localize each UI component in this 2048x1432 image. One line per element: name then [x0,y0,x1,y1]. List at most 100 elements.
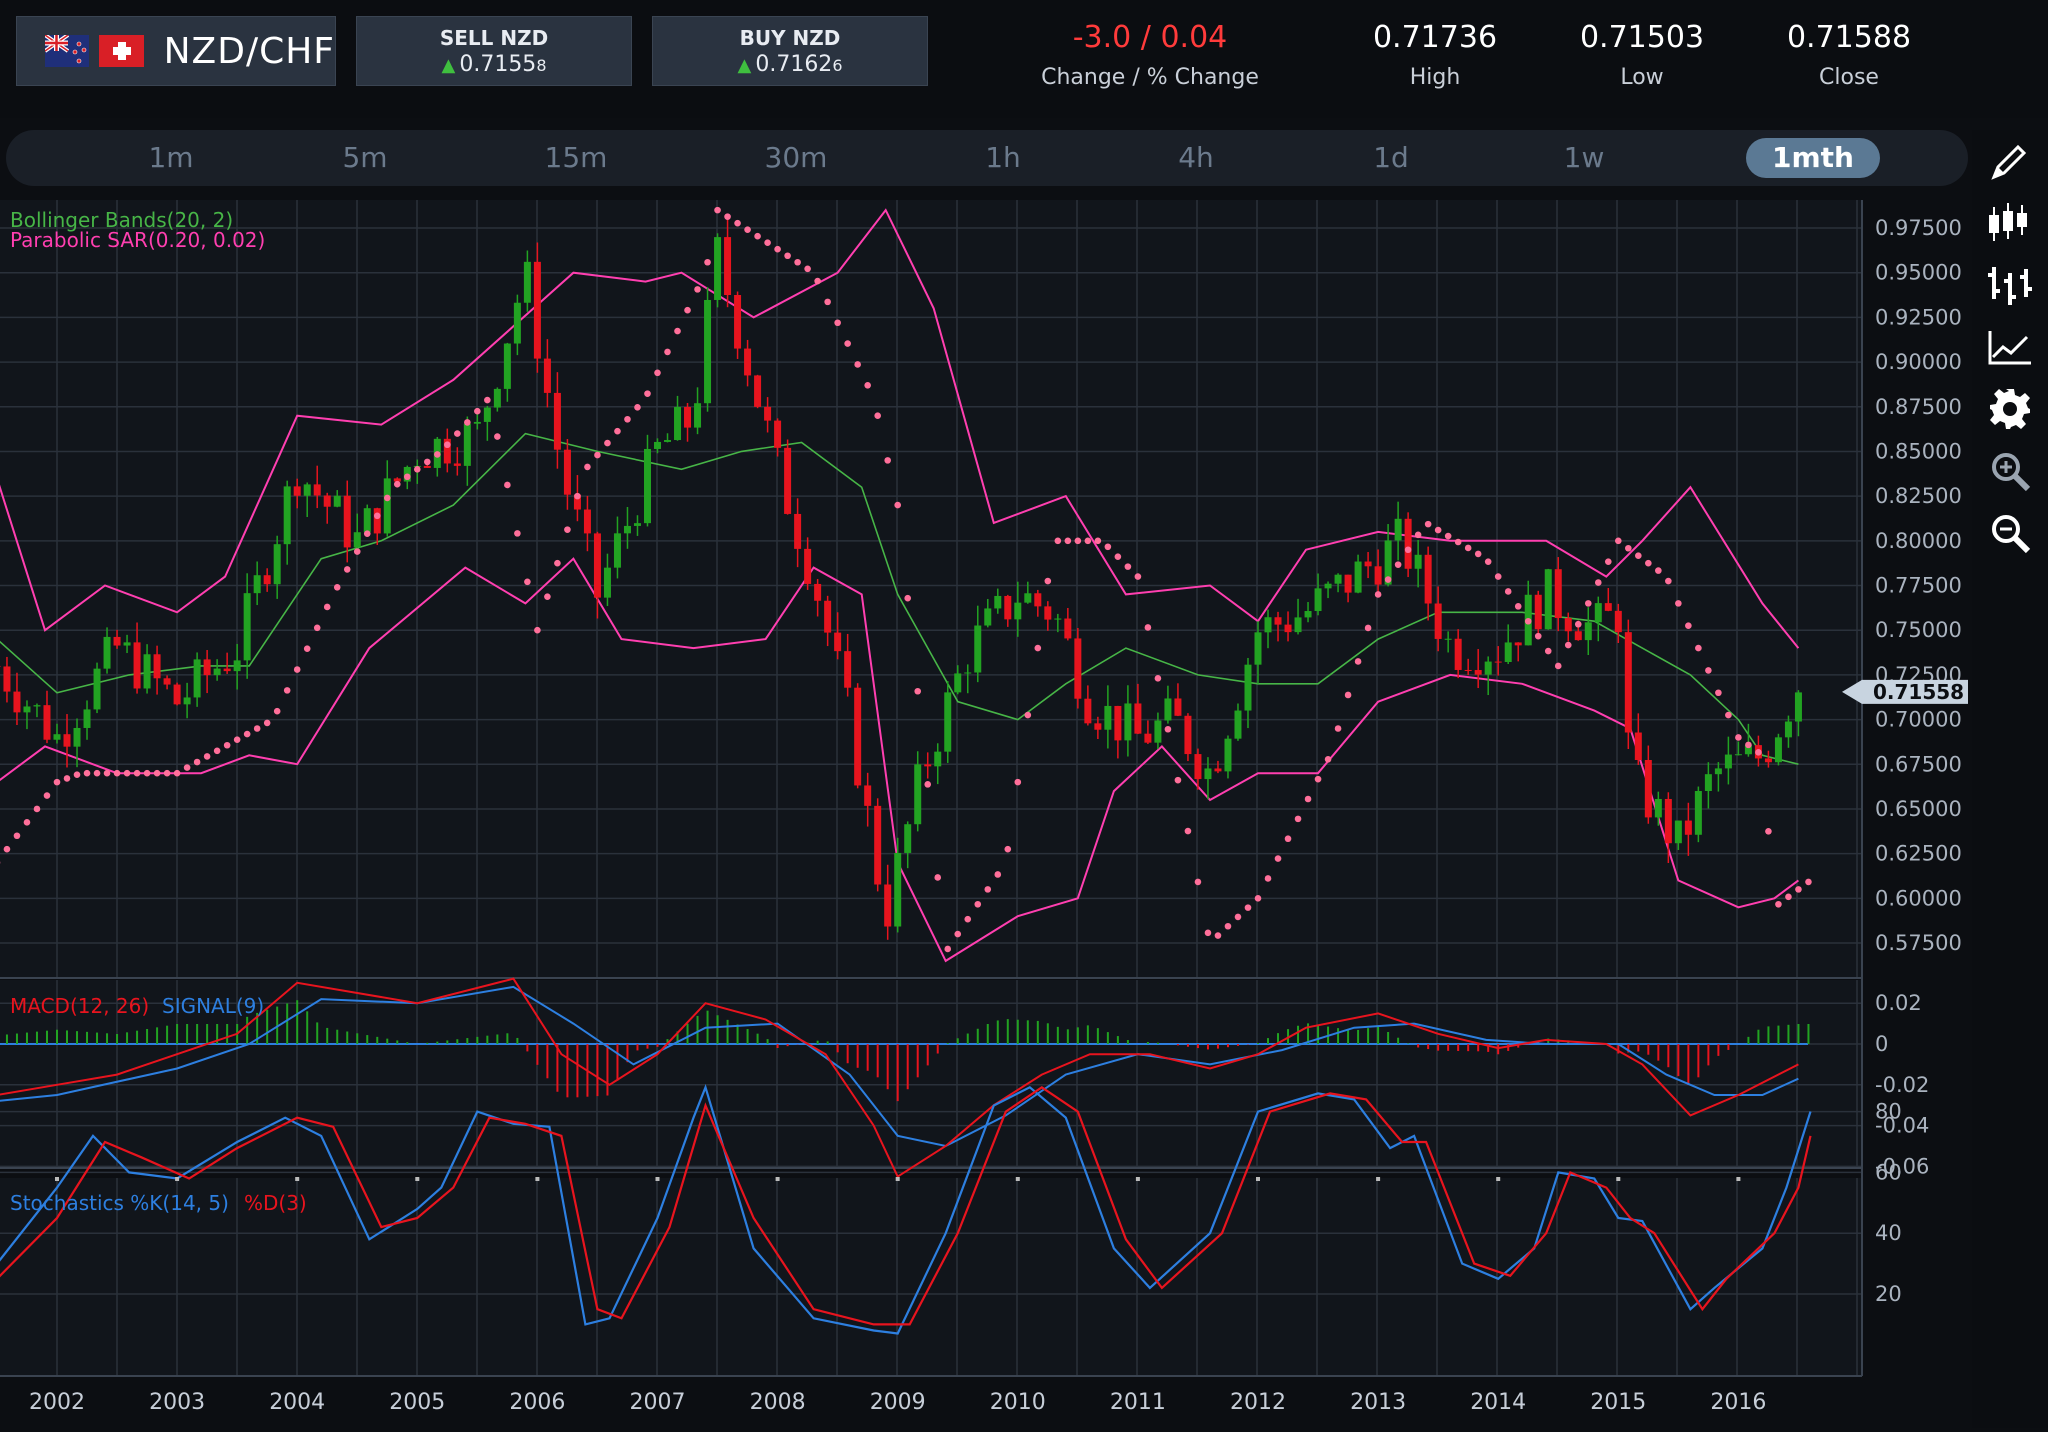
sar-dot [1305,796,1312,803]
price-tick-label: 0.97500 [1875,216,1962,240]
sell-button[interactable]: SELL NZD ▲0.71558 [356,16,632,86]
sar-dot [364,530,371,537]
sar-dot [614,428,621,435]
timeframe-1w[interactable]: 1w [1524,138,1644,178]
sar-dot [494,433,501,440]
timeframe-1h[interactable]: 1h [943,138,1063,178]
candle-body [644,449,651,523]
sar-dot [144,770,151,777]
candle-body [234,660,241,671]
sar-dot [474,408,481,415]
sar-dot [884,457,891,464]
sar-dot [124,770,131,777]
low-stat: 0.71503 Low [1562,20,1722,90]
switzerland-flag-icon [99,35,143,67]
price-tick-label: 0.62500 [1875,842,1962,866]
sar-dot [174,770,181,777]
timeframe-1mth[interactable]: 1mth [1746,138,1880,178]
sar-dot [444,441,451,448]
year-marker [1016,1177,1020,1181]
year-marker [776,1177,780,1181]
gear-icon[interactable] [1972,378,2048,440]
bar-chart-icon[interactable] [1972,254,2048,316]
candle-body [344,496,351,548]
pencil-icon[interactable] [1972,130,2048,192]
sar-dot [594,452,601,459]
sar-dot [4,846,11,853]
sar-dot [954,931,961,938]
candle-body [724,237,731,295]
sar-dot [1335,725,1342,732]
candle-body [1144,734,1151,743]
timeframe-1d[interactable]: 1d [1331,138,1451,178]
candle-body [1094,723,1101,729]
candle-body [714,237,721,300]
sar-dot [44,792,51,799]
sar-dot [1085,538,1092,545]
zoom-out-icon[interactable] [1972,502,2048,564]
sar-dot [114,770,121,777]
candle-body [1605,603,1612,611]
sar-dot [994,871,1001,878]
zoom-in-icon[interactable] [1972,440,2048,502]
timeframe-1m[interactable]: 1m [111,138,231,178]
sar-dot [864,382,871,389]
timeframe-4h[interactable]: 4h [1136,138,1256,178]
year-marker [55,1177,59,1181]
sar-dot [584,464,591,471]
price-tick-label: 0.85000 [1875,439,1962,463]
year-tick-label: 2006 [509,1390,565,1415]
candle-body [614,533,621,567]
close-stat: 0.71588 Close [1769,20,1929,90]
sar-dot [1165,726,1172,733]
sar-dot [1285,835,1292,842]
candle-body [1445,639,1452,640]
candle-body [124,642,131,645]
candle-body [1555,569,1562,618]
year-tick-label: 2013 [1350,1390,1406,1415]
sar-dot [74,771,81,778]
timeframe-15m[interactable]: 15m [516,138,636,178]
price-chart[interactable]: 0.975000.950000.925000.900000.875000.850… [0,198,1972,1428]
candle-body [1265,617,1272,632]
candle-body [1665,799,1672,843]
candle-body [314,484,321,495]
candle-body [1074,638,1081,698]
sar-dot [14,832,21,839]
buy-button[interactable]: BUY NZD ▲0.71626 [652,16,928,86]
sar-dot [764,239,771,246]
legend-stochastics-k: Stochastics %K(14, 5) [10,1191,229,1215]
sar-dot [874,412,881,419]
candle-body [1635,733,1642,760]
candle-body [1194,754,1201,779]
candle-body [1485,662,1492,675]
change-label: Change / % Change [1030,65,1270,90]
candle-body [1224,739,1231,772]
candle-body [1795,692,1802,721]
candle-body [794,514,801,549]
sar-dot [1455,539,1462,546]
sar-dot [334,584,341,591]
candle-body [864,785,871,805]
year-tick-label: 2015 [1590,1390,1646,1415]
sar-dot [1015,779,1022,786]
sell-label: SELL NZD [357,26,631,50]
currency-pair-selector[interactable]: NZD/CHF [16,16,336,86]
timeframe-30m[interactable]: 30m [736,138,856,178]
year-tick-label: 2008 [750,1390,806,1415]
sar-dot [644,390,651,397]
sar-dot [284,687,291,694]
sar-dot [1755,749,1762,756]
sar-dot [464,419,471,426]
candle-body [994,596,1001,608]
line-chart-icon[interactable] [1972,316,2048,378]
candlestick-icon[interactable] [1972,192,2048,254]
sar-dot [64,775,71,782]
sar-dot [374,512,381,519]
sar-dot [84,770,91,777]
timeframe-5m[interactable]: 5m [305,138,425,178]
sar-dot [944,946,951,953]
sar-dot [264,720,271,727]
sar-dot [384,495,391,502]
